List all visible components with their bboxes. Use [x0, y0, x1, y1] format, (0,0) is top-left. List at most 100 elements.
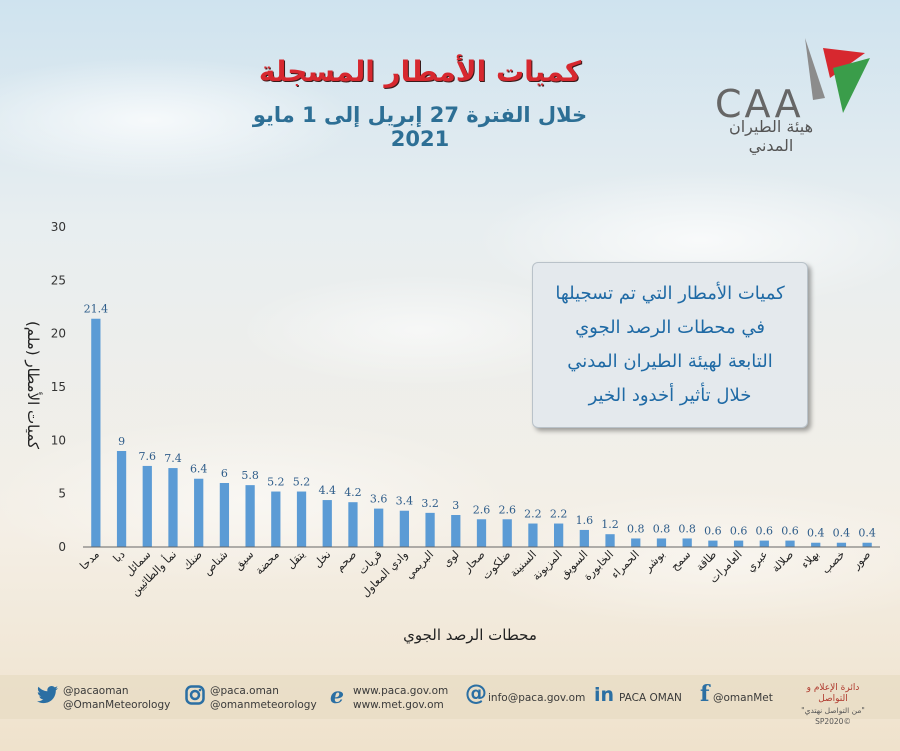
bar [811, 542, 821, 547]
bar [142, 465, 152, 547]
category-label: دبا [110, 548, 127, 565]
bar [785, 540, 795, 547]
web-link-2[interactable]: www.met.gov.om [353, 699, 444, 711]
bar [605, 534, 615, 547]
logo-swoosh-green [833, 58, 870, 113]
y-tick-label: 15 [51, 380, 66, 394]
data-label: 0.8 [678, 522, 696, 535]
bar [399, 510, 409, 547]
instagram-handle-1[interactable]: @paca.oman [210, 685, 279, 697]
bar [733, 540, 744, 547]
category-label: خصب [819, 548, 847, 576]
category-label: صور [849, 548, 873, 572]
data-label: 6 [221, 467, 228, 480]
data-label: 0.6 [704, 525, 722, 538]
footer-facebook[interactable]: @omanMet [713, 692, 773, 704]
category-label: محضة [253, 548, 282, 577]
data-label: 1.2 [601, 518, 619, 531]
info-line-3: التابعة لهيئة الطيران المدني [567, 351, 773, 372]
data-label: 0.4 [858, 527, 876, 540]
bar [219, 483, 230, 547]
info-box-text: كميات الأمطار التي تم تسجيلها في محطات ا… [533, 277, 807, 413]
logo-arabic-name: هيئة الطيران المدني [728, 117, 814, 155]
footer-instagram[interactable]: @paca.oman @omanmeteorology [210, 684, 317, 712]
bar [296, 491, 307, 547]
bar [759, 540, 769, 547]
twitter-handle-2[interactable]: @OmanMeteorology [63, 699, 171, 711]
data-label: 0.8 [653, 522, 671, 535]
y-tick-label: 20 [51, 327, 66, 341]
data-label: 7.4 [164, 452, 182, 465]
logo-swoosh-red [823, 48, 865, 78]
bar [708, 540, 718, 547]
y-tick-label: 10 [51, 433, 66, 447]
category-label: صحم [333, 548, 359, 574]
y-tick-label: 0 [58, 540, 66, 554]
twitter-icon [37, 686, 58, 704]
category-label: صلالة [769, 548, 796, 575]
instagram-icon [185, 685, 205, 705]
department-credit: دائرة الإعلام و التواصل "من التواصل نهتد… [793, 683, 873, 727]
footer-bar [0, 675, 900, 719]
bar [116, 451, 127, 547]
data-label: 9 [118, 435, 125, 448]
twitter-handle-1[interactable]: @pacaoman [63, 685, 129, 697]
data-label: 3.6 [370, 493, 388, 506]
category-label: لوى [440, 548, 462, 570]
category-label: نخل [311, 548, 333, 570]
category-label: ضلكوت [479, 548, 513, 582]
bar [374, 508, 384, 547]
logo-swoosh-grey [805, 38, 825, 100]
bar [579, 529, 589, 547]
data-label: 5.2 [293, 476, 311, 489]
web-icon: e [330, 683, 344, 709]
linkedin-icon: in [594, 684, 615, 706]
data-label: 0.6 [756, 525, 774, 538]
data-label: 0.6 [781, 525, 799, 538]
department-slogan: "من التواصل نهتدي" [801, 706, 865, 715]
data-label: 3.4 [396, 495, 414, 508]
info-line-2: في محطات الرصد الجوي [575, 317, 765, 338]
instagram-handle-2[interactable]: @omanmeteorology [210, 699, 317, 711]
bar [451, 515, 461, 547]
data-label: 2.6 [473, 503, 491, 516]
bar [502, 519, 512, 547]
category-label: البريمي [403, 548, 437, 582]
y-tick-label: 30 [51, 220, 66, 234]
department-copyright: ©SP2020 [815, 717, 851, 726]
footer-twitter[interactable]: @pacaoman @OmanMeteorology [63, 684, 170, 712]
category-label: بوشر [641, 548, 668, 575]
bars-group [91, 318, 872, 547]
email-icon: @ [465, 681, 487, 706]
y-ticks-group: 0 5 10 15 20 25 30 [51, 220, 66, 554]
data-label: 3 [452, 499, 459, 512]
data-label: 6.4 [190, 463, 208, 476]
footer-linkedin[interactable]: PACA OMAN [619, 692, 682, 704]
data-label: 7.6 [139, 450, 157, 463]
footer-web[interactable]: www.paca.gov.om www.met.gov.om [353, 684, 448, 712]
data-label: 2.2 [550, 508, 568, 521]
data-label: 5.8 [241, 469, 259, 482]
bar [245, 485, 255, 547]
data-label: 2.6 [498, 503, 516, 516]
bar [862, 542, 872, 547]
x-axis-label: محطات الرصد الجوي [403, 626, 537, 645]
data-label: 0.4 [807, 527, 825, 540]
caa-logo [805, 38, 870, 113]
info-box: كميات الأمطار التي تم تسجيلها في محطات ا… [532, 262, 808, 428]
category-label: عبري [744, 548, 771, 575]
data-label: 3.2 [421, 497, 439, 510]
data-label: 2.2 [524, 508, 542, 521]
bar [271, 491, 281, 547]
data-label: 4.4 [318, 484, 336, 497]
page-subtitle: خلال الفترة 27 إبريل إلى 1 مايو 2021 [252, 103, 588, 151]
bar [836, 542, 847, 547]
info-line-1: كميات الأمطار التي تم تسجيلها [555, 283, 785, 304]
web-link-1[interactable]: www.paca.gov.om [353, 685, 449, 697]
footer-email[interactable]: info@paca.gov.om [488, 692, 586, 704]
bar [348, 502, 358, 547]
y-tick-label: 5 [58, 487, 66, 501]
category-label: شناص [201, 548, 231, 578]
bar [528, 523, 538, 547]
